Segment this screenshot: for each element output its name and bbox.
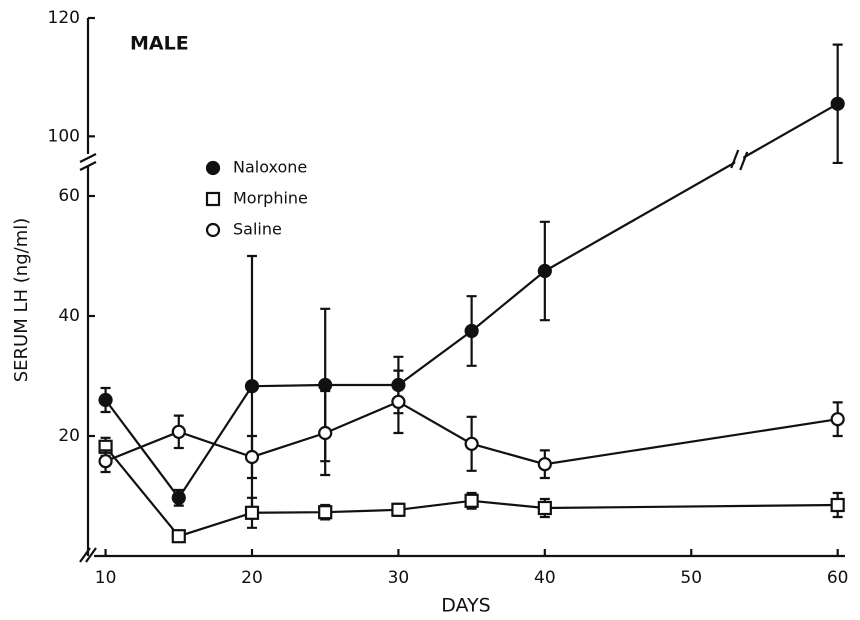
data-point: [830, 497, 845, 513]
data-point: [318, 505, 333, 520]
series-line: [104, 102, 839, 500]
data-point: [244, 449, 260, 465]
x-axis-label: DAYS: [441, 595, 491, 617]
data-point: [171, 529, 186, 544]
axis-break: [79, 547, 97, 563]
x-tick-label: 50: [680, 568, 702, 588]
series-line: [104, 446, 838, 538]
legend-label: Saline: [233, 220, 282, 239]
data-point: [537, 457, 552, 472]
line-break: [730, 149, 749, 171]
data-point: [98, 454, 113, 469]
data-point: [464, 436, 479, 451]
x-tick-label: 20: [241, 568, 263, 588]
x-tick-label: 40: [534, 568, 556, 588]
data-point: [537, 263, 552, 279]
data-point: [464, 323, 479, 339]
y-tick-label: 60: [58, 186, 80, 206]
y-tick-label: 100: [48, 126, 80, 146]
data-point: [537, 500, 552, 516]
y-tick-label: 120: [48, 8, 80, 28]
data-point: [391, 502, 406, 517]
axis-break: [79, 153, 97, 171]
data-point: [171, 424, 186, 439]
data-point: [244, 505, 260, 520]
x-tick-label: 60: [827, 568, 849, 588]
data-point: [830, 412, 845, 427]
legend-label: Morphine: [233, 189, 308, 208]
line-break-gap: [735, 150, 744, 170]
data-point: [464, 493, 479, 508]
x-tick-label: 30: [388, 568, 410, 588]
legend-label: Naloxone: [233, 158, 307, 177]
legend-marker: [205, 222, 221, 238]
x-tick-label: 10: [95, 568, 117, 588]
data-point: [830, 96, 845, 111]
data-point: [98, 392, 113, 408]
legend-marker: [205, 191, 221, 207]
data-point: [318, 377, 333, 393]
data-point: [171, 490, 186, 505]
data-point: [391, 394, 406, 409]
y-tick-label: 20: [58, 426, 80, 446]
data-point: [318, 425, 333, 441]
data-point: [244, 379, 260, 394]
chart-title: MALE: [130, 33, 189, 55]
legend-marker: [205, 160, 221, 176]
series-line: [105, 400, 838, 466]
y-tick-label: 40: [58, 306, 80, 326]
y-axis-label: SERUM LH (ng/ml): [11, 218, 32, 383]
